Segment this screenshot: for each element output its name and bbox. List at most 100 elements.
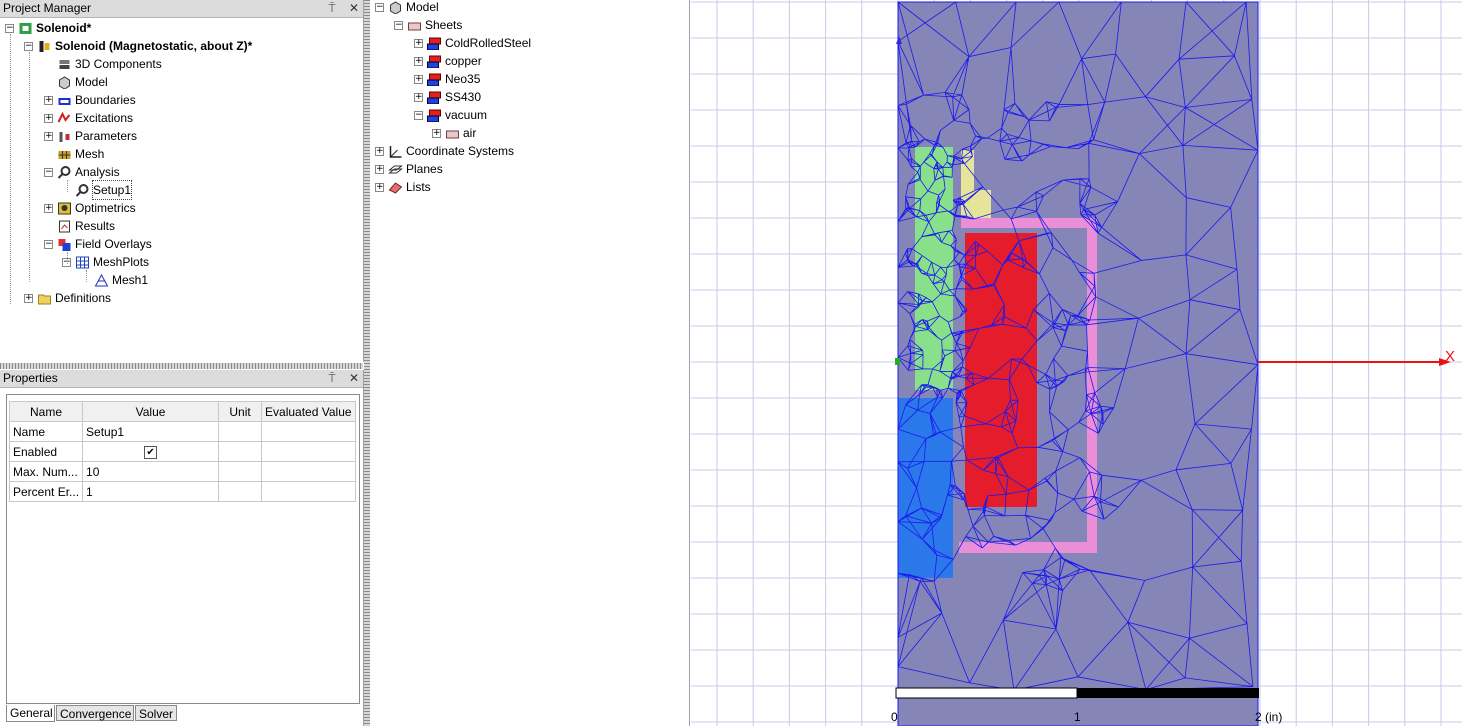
expand-toggle[interactable]: + bbox=[375, 164, 384, 174]
tree-item[interactable]: Solenoid (Magnetostatic, about Z)* bbox=[55, 39, 253, 53]
setup-icon bbox=[75, 184, 90, 197]
material-icon bbox=[427, 37, 442, 51]
expand-toggle[interactable]: + bbox=[414, 74, 423, 84]
column-header-name[interactable]: Name bbox=[8, 401, 84, 422]
modeler-viewport[interactable]: X 0 1 2 (in) bbox=[691, 0, 1462, 726]
lists-icon bbox=[388, 181, 403, 194]
expand-toggle[interactable]: + bbox=[414, 92, 423, 102]
expand-toggle[interactable]: + bbox=[44, 203, 53, 213]
expand-toggle[interactable]: − bbox=[414, 110, 423, 120]
property-evaluated bbox=[261, 481, 356, 502]
table-row[interactable]: Enabled ✔ bbox=[8, 441, 356, 462]
tree-item[interactable]: Definitions bbox=[55, 291, 112, 305]
scale-bar-white bbox=[895, 687, 1078, 699]
tree-item[interactable]: Coordinate Systems bbox=[406, 144, 515, 158]
results-icon bbox=[57, 220, 72, 233]
air-region bbox=[898, 2, 1258, 726]
project-manager-pane: Project Manager ⍑ ✕ − Solenoid* − Solenoid … bbox=[0, 0, 364, 362]
horizontal-splitter[interactable] bbox=[0, 363, 363, 369]
field-overlays-icon bbox=[57, 238, 72, 251]
enabled-checkbox[interactable]: ✔ bbox=[144, 446, 158, 459]
expand-toggle[interactable]: + bbox=[432, 128, 441, 138]
material-icon bbox=[427, 55, 442, 69]
tree-item[interactable]: ColdRolledSteel bbox=[445, 36, 532, 50]
expand-toggle[interactable]: + bbox=[375, 146, 384, 156]
tab-solver[interactable]: Solver bbox=[135, 705, 177, 721]
tree-item[interactable]: SS430 bbox=[445, 90, 482, 104]
folder-icon bbox=[37, 292, 52, 305]
property-evaluated bbox=[261, 421, 356, 442]
tree-item[interactable]: MeshPlots bbox=[93, 255, 150, 269]
tab-convergence[interactable]: Convergence bbox=[56, 705, 134, 721]
tree-item[interactable]: copper bbox=[445, 54, 482, 68]
expand-toggle[interactable]: − bbox=[5, 23, 14, 33]
tree-item[interactable]: Model bbox=[75, 75, 108, 89]
scale-label-2: 2 (in) bbox=[1255, 710, 1282, 724]
tree-item[interactable]: Planes bbox=[406, 162, 443, 176]
property-unit bbox=[218, 421, 263, 442]
excitations-icon bbox=[57, 111, 72, 125]
property-value[interactable]: 1 bbox=[82, 481, 220, 502]
table-row[interactable]: Percent Er... 1 bbox=[8, 481, 356, 502]
tree-item[interactable]: air bbox=[463, 126, 477, 140]
parameters-icon bbox=[57, 130, 72, 143]
tree-item[interactable]: Field Overlays bbox=[75, 237, 152, 251]
tree-item[interactable]: Mesh bbox=[75, 147, 105, 161]
property-value[interactable]: 10 bbox=[82, 461, 220, 482]
property-value[interactable]: Setup1 bbox=[82, 421, 220, 442]
scale-bar-black bbox=[1077, 688, 1259, 698]
property-name: Max. Num... bbox=[8, 461, 84, 482]
expand-toggle[interactable]: + bbox=[44, 131, 53, 141]
z-axis-marker bbox=[896, 36, 902, 44]
expand-toggle[interactable]: + bbox=[414, 56, 423, 66]
properties-table: Name Value Unit Evaluated Value Name Set… bbox=[8, 401, 356, 502]
expand-toggle[interactable]: + bbox=[375, 182, 384, 192]
viewport-canvas[interactable]: X 0 1 2 (in) bbox=[691, 0, 1462, 726]
property-value[interactable]: ✔ bbox=[82, 441, 220, 462]
close-icon[interactable]: ✕ bbox=[348, 1, 359, 15]
property-evaluated bbox=[261, 461, 356, 482]
column-header-evaluated-value[interactable]: Evaluated Value bbox=[261, 401, 356, 422]
tree-item[interactable]: Solenoid* bbox=[36, 21, 92, 35]
tree-item[interactable]: Model bbox=[406, 0, 439, 14]
tree-item[interactable]: Sheets bbox=[425, 18, 463, 32]
property-name: Percent Er... bbox=[8, 481, 84, 502]
pin-icon[interactable]: ⍑ bbox=[328, 1, 336, 15]
tree-item[interactable]: Setup1 bbox=[91, 180, 133, 200]
expand-toggle[interactable]: − bbox=[394, 20, 403, 30]
tree-item[interactable]: Neo35 bbox=[445, 72, 481, 86]
tree-item[interactable]: Parameters bbox=[75, 129, 138, 143]
components-icon bbox=[57, 58, 72, 71]
column-header-value[interactable]: Value bbox=[82, 401, 220, 422]
meshplots-icon bbox=[75, 256, 90, 269]
column-header-unit[interactable]: Unit bbox=[218, 401, 263, 422]
expand-toggle[interactable]: − bbox=[62, 257, 71, 267]
project-manager-titlebar: Project Manager ⍑ ✕ bbox=[0, 0, 363, 18]
expand-toggle[interactable]: + bbox=[414, 38, 423, 48]
tree-item[interactable]: Analysis bbox=[75, 165, 120, 179]
tree-item[interactable]: 3D Components bbox=[75, 57, 162, 71]
properties-title: Properties bbox=[3, 371, 58, 385]
tree-item[interactable]: vacuum bbox=[445, 108, 488, 122]
tree-item[interactable]: Optimetrics bbox=[75, 201, 136, 215]
expand-toggle[interactable]: − bbox=[24, 41, 33, 51]
tree-item[interactable]: Mesh1 bbox=[112, 273, 149, 287]
table-row[interactable]: Max. Num... 10 bbox=[8, 461, 356, 482]
pin-icon[interactable]: ⍑ bbox=[328, 371, 336, 385]
table-row[interactable]: Name Setup1 bbox=[8, 421, 356, 442]
expand-toggle[interactable]: + bbox=[44, 113, 53, 123]
tree-item[interactable]: Lists bbox=[406, 180, 431, 194]
property-unit bbox=[218, 441, 263, 462]
sheets-icon bbox=[407, 19, 422, 32]
expand-toggle[interactable]: − bbox=[375, 2, 384, 12]
close-icon[interactable]: ✕ bbox=[348, 371, 359, 385]
vertical-splitter-left[interactable] bbox=[364, 0, 370, 726]
expand-toggle[interactable]: − bbox=[44, 167, 53, 177]
expand-toggle[interactable]: + bbox=[24, 293, 33, 303]
tab-general[interactable]: General bbox=[6, 705, 55, 722]
expand-toggle[interactable]: − bbox=[44, 239, 53, 249]
tree-item[interactable]: Boundaries bbox=[75, 93, 136, 107]
expand-toggle[interactable]: + bbox=[44, 95, 53, 105]
tree-item[interactable]: Results bbox=[75, 219, 116, 233]
tree-item[interactable]: Excitations bbox=[75, 111, 134, 125]
